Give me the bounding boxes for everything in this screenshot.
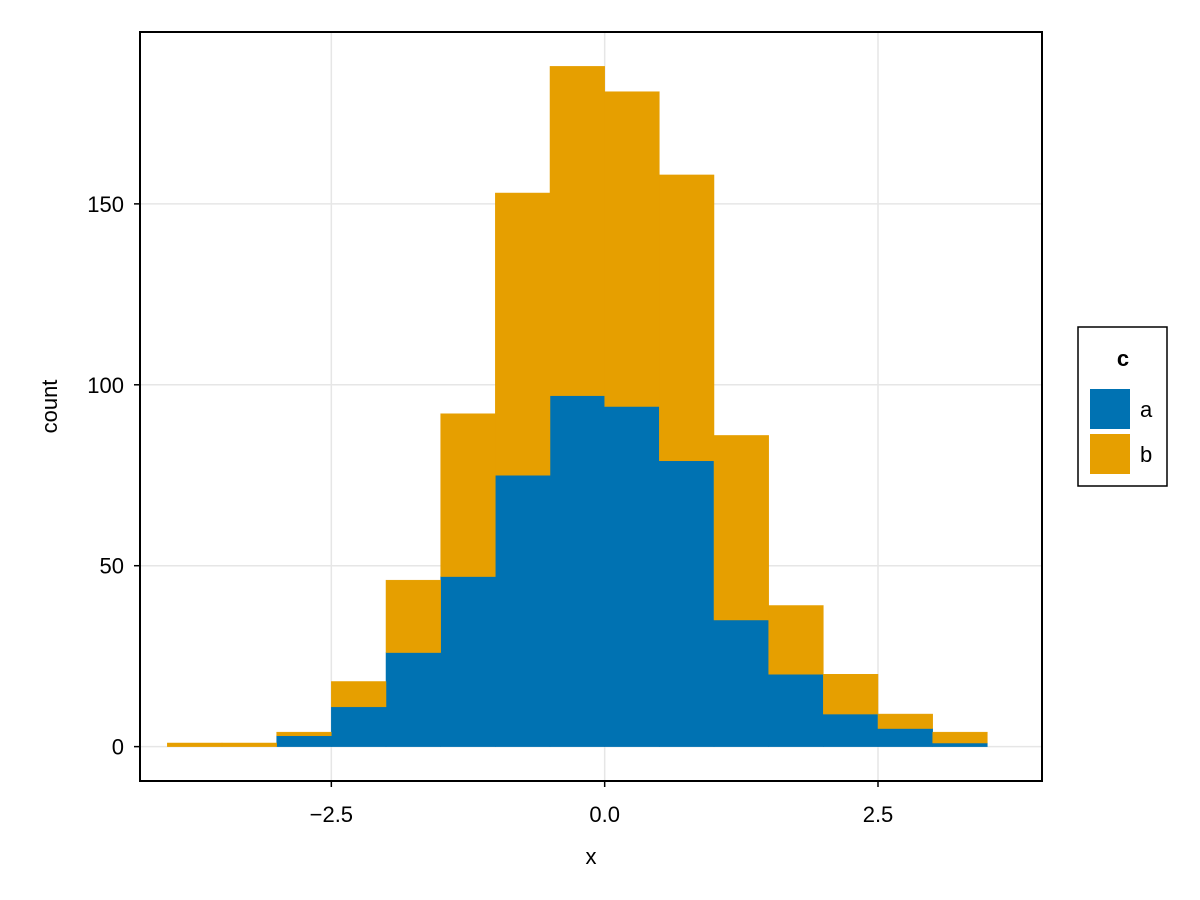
legend: c ab [1077,326,1168,487]
y-axis-title: count [37,380,62,434]
bar-a-4 [385,652,441,747]
legend-label-a: a [1140,397,1153,422]
bar-a-13 [877,728,933,747]
bar-b-12 [823,674,879,715]
bar-b-5 [440,413,496,577]
bar-b-0 [167,742,223,747]
bar-b-3 [331,681,387,708]
bar-b-10 [713,435,769,621]
bar-b-1 [221,742,277,747]
bar-b-7 [549,66,605,396]
bar-b-4 [385,579,441,653]
bar-b-14 [932,731,988,744]
bar-b-8 [604,91,660,407]
y-tick-label-2: 100 [87,373,124,398]
bar-a-14 [932,742,988,747]
bar-a-5 [440,576,496,747]
legend-label-b: b [1140,442,1152,467]
bar-a-8 [604,406,660,747]
bar-b-9 [659,174,715,462]
bar-a-11 [768,674,824,747]
bar-a-2 [276,735,332,747]
y-tick-label-3: 150 [87,192,124,217]
y-tick-label-1: 50 [100,554,124,579]
plot-frame [139,31,1043,782]
bar-a-3 [331,706,387,747]
bar-a-6 [495,474,551,747]
legend-entries: ab [1090,389,1153,474]
y-tick-label-0: 0 [112,735,124,760]
bar-b-2 [276,731,332,737]
bar-b-11 [768,605,824,675]
x-tick-label-0: −2.5 [310,802,353,827]
x-axis-title: x [586,844,597,869]
x-tick-label-2: 2.5 [863,802,894,827]
bar-a-12 [823,713,879,747]
bar-a-10 [713,619,769,747]
bar-a-7 [549,395,605,747]
bar-a-9 [659,460,715,747]
bar-b-6 [495,192,551,476]
x-tick-label-1: 0.0 [589,802,620,827]
legend-swatch-b [1090,434,1130,474]
legend-swatch-a [1090,389,1130,429]
legend-title: c [1117,346,1129,371]
bar-b-13 [877,713,933,729]
bars [167,66,988,747]
axis-ticks: −2.5 0.0 2.5 0 50 100 150 [87,192,893,827]
